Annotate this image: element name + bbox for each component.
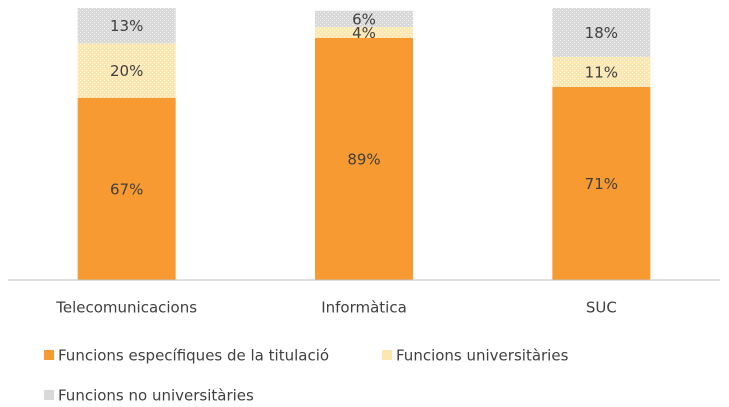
value-label: 20% (110, 62, 143, 80)
value-label: 67% (110, 180, 143, 198)
legend-swatch (44, 350, 54, 360)
bar-pattern (77, 8, 176, 44)
value-label: 89% (347, 150, 380, 168)
bar-pattern (552, 8, 651, 57)
legend-label: Funcions universitàries (396, 347, 569, 365)
value-label: 11% (585, 63, 618, 81)
bar-segment (552, 86, 651, 280)
legend-label: Funcions no universitàries (58, 387, 254, 405)
value-label: 71% (585, 175, 618, 193)
legend-swatch (382, 350, 392, 360)
value-label: 4% (352, 24, 376, 42)
bar-pattern (552, 56, 651, 87)
x-tick-label: Informàtica (321, 299, 407, 317)
bar-pattern (77, 43, 176, 98)
x-tick-label: SUC (586, 299, 617, 317)
bar-segment (315, 37, 413, 280)
value-label: 6% (352, 10, 376, 28)
value-label: 13% (110, 17, 143, 35)
legend-swatch (44, 390, 54, 400)
bar-segment (77, 97, 176, 280)
bar-pattern (315, 27, 413, 38)
bar-pattern (315, 10, 413, 28)
value-label: 18% (585, 24, 618, 42)
legend-label: Funcions específiques de la titulació (58, 347, 329, 365)
x-tick-label: Telecomunicacions (55, 299, 197, 317)
